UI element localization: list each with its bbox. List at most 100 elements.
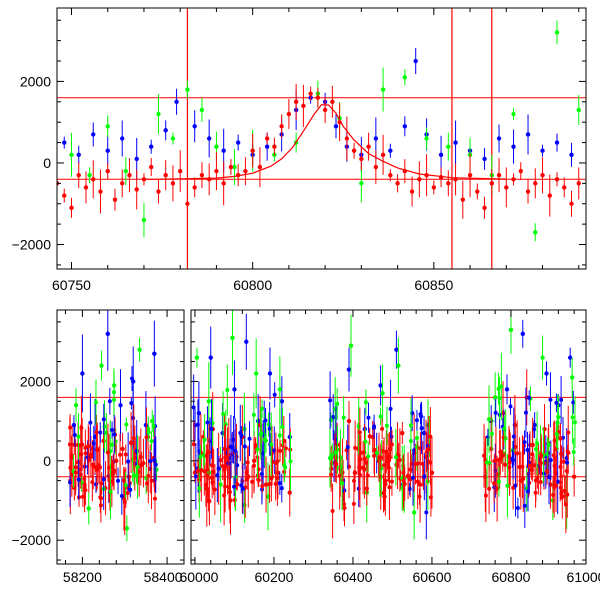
data-point bbox=[174, 99, 179, 104]
data-point bbox=[273, 460, 278, 465]
data-point bbox=[156, 111, 161, 117]
data-point bbox=[76, 434, 81, 439]
data-point bbox=[267, 371, 273, 376]
data-point bbox=[91, 132, 96, 137]
data-point bbox=[487, 461, 492, 466]
data-point bbox=[545, 452, 550, 457]
data-point bbox=[346, 418, 352, 424]
data-point bbox=[565, 492, 570, 497]
data-point bbox=[102, 424, 107, 429]
data-point bbox=[408, 439, 413, 444]
data-point bbox=[490, 431, 495, 436]
data-point bbox=[105, 168, 110, 174]
data-point bbox=[267, 426, 272, 431]
data-point bbox=[389, 479, 394, 484]
data-point bbox=[80, 494, 85, 499]
data-point bbox=[362, 456, 367, 461]
data-point bbox=[148, 459, 153, 464]
data-point bbox=[111, 390, 116, 395]
data-point bbox=[146, 430, 151, 435]
data-point bbox=[269, 476, 274, 481]
data-point bbox=[154, 467, 159, 472]
data-point bbox=[568, 355, 573, 360]
data-point bbox=[69, 152, 74, 158]
data-point bbox=[76, 460, 81, 465]
x-tick-label: 61000 bbox=[567, 569, 600, 585]
data-point bbox=[565, 449, 570, 454]
data-point bbox=[62, 140, 67, 145]
data-point bbox=[386, 465, 391, 470]
data-point bbox=[571, 400, 576, 405]
data-point bbox=[124, 526, 130, 531]
data-point bbox=[98, 189, 103, 194]
data-point bbox=[105, 450, 110, 455]
data-point bbox=[251, 463, 256, 468]
data-point bbox=[90, 480, 95, 485]
data-point bbox=[335, 401, 340, 406]
data-point bbox=[548, 397, 553, 402]
top-panel: 60750 60800 60850 −2000 0 2000 bbox=[12, 7, 587, 293]
data-point bbox=[123, 452, 128, 457]
data-point bbox=[569, 152, 574, 158]
data-point bbox=[501, 435, 506, 440]
data-point bbox=[508, 327, 514, 333]
data-point bbox=[372, 424, 377, 429]
data-point bbox=[240, 486, 245, 491]
y-tick-label: −2000 bbox=[12, 237, 52, 253]
data-point bbox=[366, 415, 371, 420]
data-point bbox=[110, 427, 115, 432]
data-point bbox=[264, 136, 270, 141]
data-point bbox=[210, 480, 215, 485]
data-point bbox=[357, 430, 362, 435]
data-point bbox=[526, 489, 531, 494]
data-point bbox=[546, 442, 551, 447]
data-point bbox=[533, 230, 538, 235]
data-point bbox=[533, 478, 538, 483]
data-point bbox=[328, 398, 333, 403]
data-point bbox=[69, 205, 74, 211]
bottom-plot-area-left bbox=[57, 310, 184, 542]
data-point bbox=[222, 493, 227, 498]
data-point bbox=[419, 414, 424, 419]
data-point bbox=[364, 460, 369, 465]
data-point bbox=[195, 422, 200, 427]
data-point bbox=[554, 483, 559, 488]
data-point bbox=[408, 467, 413, 472]
data-point bbox=[380, 87, 386, 92]
data-point bbox=[417, 494, 422, 499]
data-point bbox=[431, 185, 437, 190]
data-point bbox=[232, 387, 237, 392]
data-point bbox=[414, 436, 419, 441]
data-point bbox=[513, 483, 518, 488]
data-point bbox=[407, 486, 412, 491]
data-point bbox=[230, 335, 235, 340]
data-point bbox=[576, 107, 581, 113]
data-point bbox=[378, 455, 383, 460]
data-point bbox=[98, 430, 103, 435]
data-point bbox=[482, 205, 487, 211]
data-point bbox=[438, 152, 444, 158]
data-point bbox=[62, 193, 67, 198]
data-point bbox=[131, 415, 136, 420]
data-point bbox=[83, 488, 88, 493]
data-point bbox=[402, 481, 407, 486]
data-point bbox=[562, 185, 567, 190]
data-point bbox=[487, 486, 492, 491]
data-point bbox=[214, 144, 219, 149]
data-point bbox=[492, 481, 497, 486]
data-point bbox=[149, 164, 154, 170]
bottom-frame-right bbox=[190, 309, 587, 565]
data-point bbox=[554, 400, 559, 405]
data-point bbox=[522, 440, 527, 445]
data-point bbox=[120, 446, 125, 452]
data-point bbox=[496, 173, 502, 178]
data-point bbox=[185, 87, 190, 92]
data-point bbox=[131, 435, 136, 440]
data-point bbox=[120, 181, 125, 186]
data-point bbox=[123, 483, 128, 488]
data-point bbox=[242, 444, 247, 449]
data-point bbox=[118, 452, 123, 457]
data-point bbox=[193, 474, 198, 479]
data-point bbox=[151, 423, 156, 428]
